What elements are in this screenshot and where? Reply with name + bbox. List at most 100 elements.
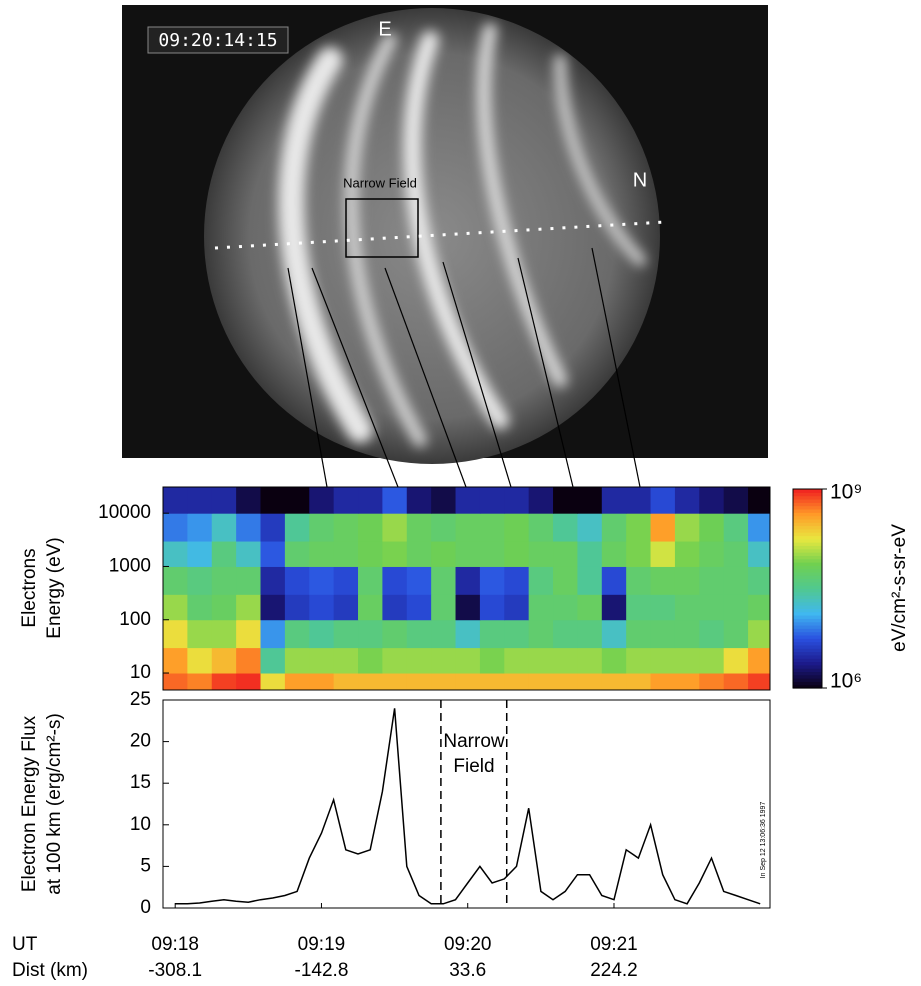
- heatmap-cell: [504, 647, 530, 674]
- heatmap-cell: [163, 619, 188, 649]
- colorbar-tick-label: 10⁶: [830, 670, 862, 693]
- heatmap-cell: [236, 673, 262, 691]
- heatmap-cell: [236, 513, 262, 542]
- heatmap-cell: [163, 566, 188, 595]
- heatmap-cell: [309, 566, 335, 595]
- heatmap-cell: [650, 513, 676, 542]
- heatmap-cell: [748, 673, 771, 691]
- heatmap-cell: [260, 541, 286, 567]
- heatmap-cell: [211, 513, 237, 542]
- heatmap-cell: [601, 541, 627, 567]
- field-line-links: [287, 247, 641, 488]
- dist-axis-label: Dist (km): [12, 960, 88, 981]
- colorbar-step: [793, 502, 822, 507]
- colorbar-step: [793, 532, 822, 537]
- heatmap-cell: [577, 619, 603, 649]
- heatmap-cell: [479, 513, 505, 542]
- colorbar-step: [793, 588, 822, 593]
- heatmap-cell: [479, 619, 505, 649]
- heatmap-cell: [358, 513, 383, 542]
- link: [311, 267, 399, 488]
- heatmap-cell: [309, 487, 335, 514]
- heatmap-cell: [577, 487, 603, 514]
- heatmap-cell: [699, 619, 725, 649]
- narrow-field-label: Narrow Field: [343, 175, 417, 190]
- heatmap-cell: [674, 673, 700, 691]
- heatmap-cell: [236, 647, 262, 674]
- heatmap-cell: [382, 594, 408, 621]
- heatmap-cell: [358, 673, 383, 691]
- colorbar-step: [793, 571, 822, 576]
- heatmap-cell: [723, 541, 749, 567]
- heatmap-cell: [601, 647, 627, 674]
- y-axis-label: Energy (eV): [44, 537, 65, 638]
- stamp: In Sep 12 13:06:36 1997: [760, 802, 767, 879]
- x-tick-label: 09:20: [444, 934, 492, 955]
- colorbar-step: [793, 498, 822, 503]
- colorbar-step: [793, 615, 822, 619]
- heatmap-cell: [577, 566, 603, 595]
- heatmap-cell: [577, 647, 603, 674]
- heatmap-cell: [577, 594, 603, 621]
- north-label: N: [633, 169, 647, 191]
- heatmap-cell: [236, 566, 262, 595]
- heatmap-cell: [479, 566, 505, 595]
- heatmap-cell: [163, 541, 188, 567]
- colorbar-step: [793, 684, 822, 689]
- colorbar-step: [793, 528, 822, 533]
- heatmap-cell: [601, 566, 627, 595]
- y-tick-label: 20: [130, 731, 151, 752]
- heatmap-cell: [674, 647, 700, 674]
- heatmap-cell: [455, 594, 481, 621]
- heatmap-cell: [211, 566, 237, 595]
- heatmap-cell: [406, 673, 432, 691]
- heatmap-cell: [236, 619, 262, 649]
- heatmap-cell: [528, 673, 554, 691]
- heatmap-cell: [504, 673, 530, 691]
- x-tick-label: 09:19: [298, 934, 346, 955]
- heatmap-cell: [236, 541, 262, 567]
- plot-frame: [162, 699, 771, 909]
- colorbar-step: [793, 535, 822, 540]
- heatmap-cell: [187, 647, 213, 674]
- heatmap-cell: [650, 647, 676, 674]
- colorbar-frame: [792, 488, 823, 689]
- aurora-arcs: [278, 23, 646, 447]
- heatmap-cell: [479, 594, 505, 621]
- heatmap-cell: [431, 566, 457, 595]
- heatmap-cell: [723, 487, 749, 514]
- heatmap-cell: [553, 594, 578, 621]
- heatmap-cell: [358, 541, 383, 567]
- heatmap-cell: [284, 541, 310, 567]
- heatmap-cell: [309, 594, 335, 621]
- colorbar-tick-label: 10⁹: [830, 481, 862, 504]
- y-tick-label: 10: [130, 814, 151, 835]
- heatmap-cell: [284, 513, 310, 542]
- heatmap-cell: [699, 673, 725, 691]
- colorbar-step: [793, 508, 822, 513]
- colorbar-step: [793, 585, 822, 590]
- colorbar-step: [793, 658, 822, 663]
- colorbar-step: [793, 608, 822, 613]
- link: [442, 261, 512, 488]
- y-tick-label: 10: [130, 662, 151, 683]
- heatmap-cell: [333, 541, 359, 567]
- heatmap-cell: [284, 647, 310, 674]
- colorbar-step: [793, 575, 822, 580]
- heatmap-cell: [674, 566, 700, 595]
- heatmap-cell: [163, 487, 188, 514]
- heatmap-cell: [699, 566, 725, 595]
- heatmap-cell: [748, 647, 771, 674]
- heatmap-cell: [455, 513, 481, 542]
- heatmap-cell: [626, 647, 652, 674]
- colorbar-step: [793, 618, 822, 623]
- heatmap-cell: [309, 619, 335, 649]
- heatmap-cell: [553, 487, 578, 514]
- heatmap-cell: [187, 594, 213, 621]
- heatmap-cell: [528, 541, 554, 567]
- heatmap-cell: [553, 566, 578, 595]
- heatmap-cell: [236, 487, 262, 514]
- colorbar-step: [793, 518, 822, 523]
